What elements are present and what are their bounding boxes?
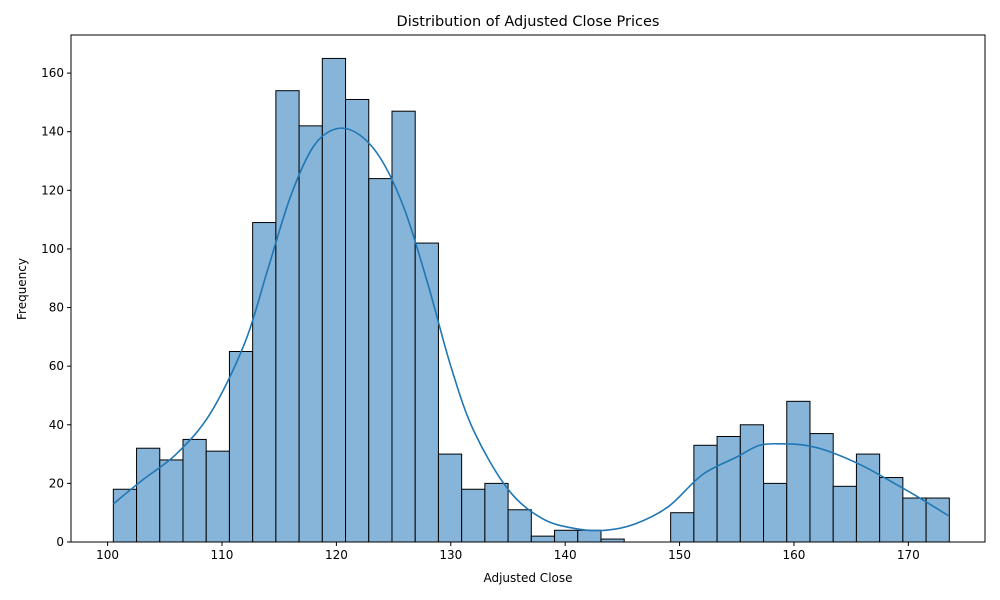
y-tick-label: 20: [49, 476, 64, 490]
histogram-bar: [345, 98, 370, 543]
histogram-bar: [763, 482, 788, 543]
histogram-bar: [716, 435, 741, 543]
histogram-bar: [461, 488, 486, 543]
chart-title: Distribution of Adjusted Close Prices: [397, 14, 660, 30]
x-axis-ticks: 100 110 120 130 140 150 160 170: [96, 542, 920, 562]
histogram-bar: [321, 57, 347, 543]
y-tick-label: 120: [41, 183, 64, 197]
histogram-bar: [182, 438, 207, 543]
histogram-bars: [112, 57, 950, 543]
y-tick-label: 100: [41, 242, 64, 256]
histogram-bar: [902, 497, 927, 543]
histogram-bar: [414, 242, 439, 543]
y-tick-label: 80: [49, 301, 64, 315]
x-tick-label: 170: [897, 548, 920, 562]
histogram-bar: [879, 477, 904, 543]
x-tick-label: 110: [211, 548, 234, 562]
histogram-bar: [368, 178, 393, 543]
histogram-bar: [577, 529, 602, 543]
histogram-bar: [228, 351, 254, 543]
x-tick-label: 150: [668, 548, 691, 562]
histogram-bar: [136, 447, 161, 543]
histogram-bar: [507, 509, 532, 543]
y-tick-label: 60: [49, 359, 64, 373]
histogram-bar: [205, 450, 230, 543]
histogram-bar: [530, 535, 556, 543]
plot-area-frame: [70, 34, 986, 543]
histogram-bar: [437, 453, 463, 543]
histogram-bar: [832, 485, 857, 543]
histogram-bar: [855, 453, 881, 543]
kde-curve: [112, 127, 949, 532]
histogram-bar: [554, 529, 579, 543]
histogram-bar: [112, 488, 138, 543]
y-tick-label: 160: [41, 66, 64, 80]
histogram-bar: [739, 424, 765, 543]
x-axis-label: Adjusted Close: [483, 571, 572, 585]
x-tick-label: 120: [325, 548, 348, 562]
histogram-bar: [298, 125, 323, 543]
histogram-bar: [275, 90, 300, 543]
x-tick-label: 130: [439, 548, 462, 562]
histogram-bar: [670, 512, 695, 543]
histogram-bar: [809, 433, 834, 543]
x-tick-label: 160: [783, 548, 806, 562]
x-tick-label: 100: [96, 548, 119, 562]
y-tick-label: 40: [49, 418, 64, 432]
histogram-bar: [484, 482, 509, 543]
histogram-bar: [252, 222, 277, 543]
histogram-bar: [159, 459, 184, 543]
y-axis-ticks: 0 20 40 60 80 100 120 140 160: [41, 66, 71, 549]
y-tick-label: 0: [56, 535, 64, 549]
histogram-bar: [693, 444, 718, 543]
x-tick-label: 140: [554, 548, 577, 562]
y-tick-label: 140: [41, 125, 64, 139]
histogram-bar: [786, 400, 811, 543]
y-axis-label: Frequency: [15, 258, 29, 320]
histogram-bar: [391, 110, 416, 543]
